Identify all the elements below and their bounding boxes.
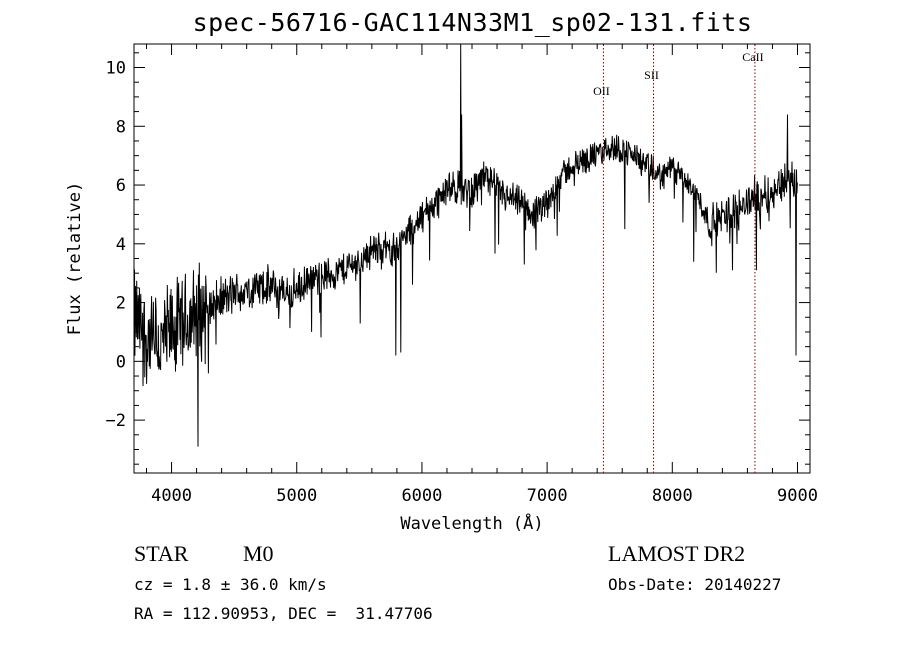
y-tick-label: 0: [116, 352, 126, 372]
x-tick-label: 6000: [401, 486, 442, 506]
coordinates-label: RA = 112.90953, DEC = 31.47706: [134, 604, 433, 623]
obs-date-label: Obs-Date: 20140227: [608, 575, 782, 594]
y-tick-label: 4: [116, 235, 126, 255]
annotation-label: SII: [644, 68, 659, 82]
y-axis-label: Flux (relative): [65, 182, 85, 336]
annotation-label: OII: [593, 84, 610, 98]
y-tick-label: −2: [106, 411, 126, 431]
object-subclass: M0: [243, 541, 274, 566]
spectrum-line: [134, 44, 798, 447]
x-tick-label: 7000: [527, 486, 568, 506]
x-tick-label: 8000: [652, 486, 693, 506]
x-axis-label: Wavelength (Å): [400, 512, 543, 534]
y-tick-label: 6: [116, 176, 126, 196]
chart-title: spec-56716-GAC114N33M1_sp02-131.fits: [192, 8, 753, 37]
x-tick-label: 9000: [777, 486, 818, 506]
annotation-label: CaII: [742, 50, 763, 64]
plot-frame: [133, 43, 811, 474]
y-tick-label: 10: [106, 59, 126, 79]
x-tick-label: 4000: [151, 486, 192, 506]
y-tick-label: 8: [116, 117, 126, 137]
y-tick-label: 2: [116, 294, 126, 314]
x-tick-label: 5000: [276, 486, 317, 506]
object-class: STAR: [134, 541, 189, 566]
redshift-label: cz = 1.8 ± 36.0 km/s: [134, 575, 327, 594]
survey-label: LAMOST DR2: [608, 541, 746, 566]
